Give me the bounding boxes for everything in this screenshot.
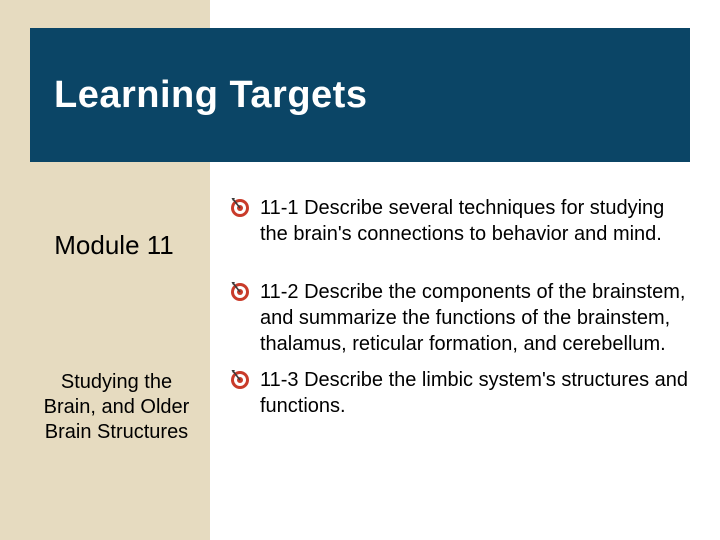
title-bar: Learning Targets (30, 28, 690, 162)
target-item: 11-3 Describe the limbic system's struct… (230, 367, 690, 419)
target-text: 11-3 Describe the limbic system's struct… (260, 367, 690, 419)
slide: Learning Targets Module 11 Studying the … (0, 0, 720, 540)
target-icon (230, 198, 250, 218)
slide-title: Learning Targets (54, 74, 367, 117)
module-subtitle: Studying the Brain, and Older Brain Stru… (34, 370, 199, 445)
target-icon (230, 282, 250, 302)
target-item: 11-1 Describe several techniques for stu… (230, 195, 690, 247)
module-heading-block: Module 11 (24, 230, 204, 261)
module-title: Module 11 (24, 230, 204, 261)
target-text: 11-2 Describe the components of the brai… (260, 279, 690, 357)
module-subtitle-block: Studying the Brain, and Older Brain Stru… (34, 370, 199, 445)
target-item: 11-2 Describe the components of the brai… (230, 279, 690, 357)
target-icon (230, 370, 250, 390)
target-text: 11-1 Describe several techniques for stu… (260, 195, 690, 247)
spacer (230, 257, 690, 279)
targets-list: 11-1 Describe several techniques for stu… (230, 195, 690, 429)
